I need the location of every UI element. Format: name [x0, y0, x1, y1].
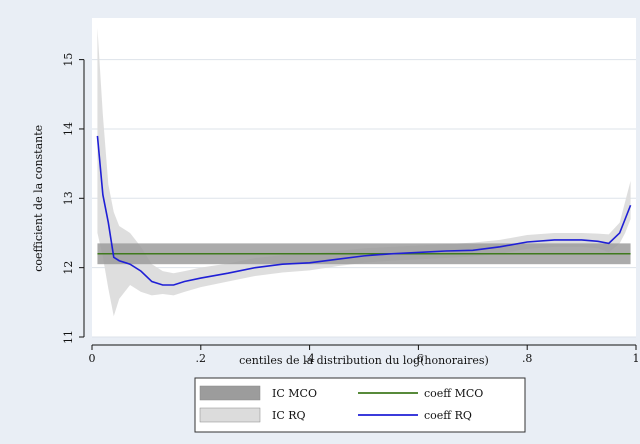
series-lines: [96, 135, 632, 286]
grid-lines: [92, 59, 636, 338]
y-tick-label: 13: [62, 191, 75, 205]
x-tick-label: 1: [633, 352, 640, 365]
x-tick-label: 0: [89, 352, 96, 365]
y-axis-label: coefficient de la constante: [32, 125, 45, 272]
x-tick-label: .2: [196, 352, 207, 365]
legend-key-ic_rq: [199, 407, 261, 423]
legend-label-coeff_mco: coeff MCO: [424, 387, 483, 400]
y-tick-label: 12: [62, 261, 75, 275]
y-tick-label: 11: [62, 330, 75, 344]
axes: 11 12 13 14 15 0 .2 .4 .6 .8 1: [62, 53, 640, 365]
legend: IC MCO coeff MCO IC RQ coeff RQ: [194, 377, 526, 433]
legend-label-ic_rq: IC RQ: [272, 409, 306, 422]
y-tick-label: 14: [62, 122, 75, 136]
legend-label-ic_mco: IC MCO: [272, 387, 317, 400]
legend-label-coeff_rq: coeff RQ: [424, 409, 472, 422]
x-tick-label: .4: [304, 352, 315, 365]
y-tick-label: 15: [62, 53, 75, 67]
coeff-rq-line: [96, 135, 632, 286]
x-axis-label: centiles de la distribution du log(honor…: [239, 354, 489, 367]
x-tick-label: .8: [522, 352, 533, 365]
legend-key-ic_mco: [199, 385, 261, 401]
x-tick-label: .6: [413, 352, 424, 365]
